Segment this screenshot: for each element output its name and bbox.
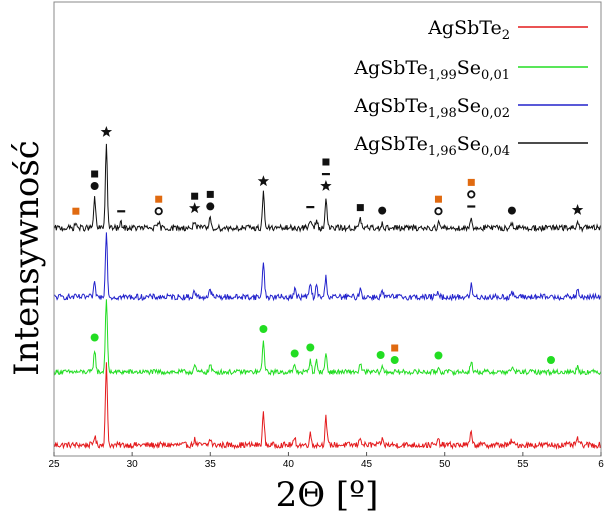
marker-circle	[90, 182, 99, 190]
marker-ring	[467, 190, 476, 199]
marker-square	[72, 207, 80, 215]
series-line-4	[53, 143, 602, 233]
marker-star	[571, 204, 584, 215]
legend-label-3: AgSbTe1,98Se0,02	[353, 95, 510, 121]
marker-circle	[376, 351, 385, 359]
marker-square	[206, 190, 214, 198]
marker-star	[189, 202, 201, 214]
marker-square	[391, 344, 399, 352]
x-tick-label: 45	[361, 459, 373, 470]
plot-frame	[53, 1, 602, 457]
marker-circle	[434, 351, 443, 360]
marker-square	[467, 178, 475, 186]
marker-circle	[378, 206, 387, 215]
x-tick-label: 25	[48, 459, 60, 470]
marker-star	[320, 180, 332, 191]
series-line-2	[53, 299, 602, 377]
marker-dash	[117, 210, 126, 213]
marker-circle	[206, 202, 215, 211]
marker-star	[100, 126, 113, 137]
legend: AgSbTe2 AgSbTe1,99Se0,01 AgSbTe1,98Se0,02 A…	[353, 17, 588, 159]
legend-label-1: AgSbTe2	[427, 17, 510, 43]
x-tick-label: 55	[517, 459, 529, 470]
marker-square	[434, 195, 442, 203]
phase-markers-layer	[72, 126, 584, 364]
marker-square	[155, 195, 163, 203]
marker-square	[322, 158, 330, 166]
marker-star	[257, 175, 270, 187]
marker-circle	[90, 333, 99, 342]
x-tick-label: 35	[205, 459, 217, 470]
series-line-3	[53, 232, 602, 302]
marker-circle	[507, 206, 516, 215]
x-axis: 25 30 35 40 45 50 55 6	[48, 452, 604, 470]
marker-square	[91, 170, 99, 178]
series-line-1	[53, 362, 602, 450]
marker-dash	[467, 205, 476, 208]
marker-circle	[259, 325, 268, 333]
marker-dash	[321, 173, 330, 176]
x-tick-label: 50	[439, 459, 451, 470]
x-tick-label: 40	[283, 459, 295, 470]
marker-ring	[434, 207, 443, 216]
legend-label-2: AgSbTe1,99Se0,01	[353, 57, 510, 83]
x-tick-label: 30	[127, 459, 139, 470]
marker-circle	[290, 349, 299, 358]
marker-circle	[390, 356, 399, 364]
marker-circle	[546, 356, 555, 364]
marker-circle	[306, 343, 315, 352]
marker-dash	[306, 206, 315, 209]
marker-ring	[154, 207, 163, 216]
x-tick-label: 6	[598, 459, 604, 470]
legend-label-4: AgSbTe1,96Se0,04	[353, 133, 510, 159]
x-axis-title: 2Θ [º]	[276, 475, 379, 515]
marker-square	[356, 204, 364, 212]
spectra-layer	[53, 143, 602, 450]
y-axis-title: Intensywność	[7, 140, 47, 376]
marker-square	[191, 192, 199, 200]
